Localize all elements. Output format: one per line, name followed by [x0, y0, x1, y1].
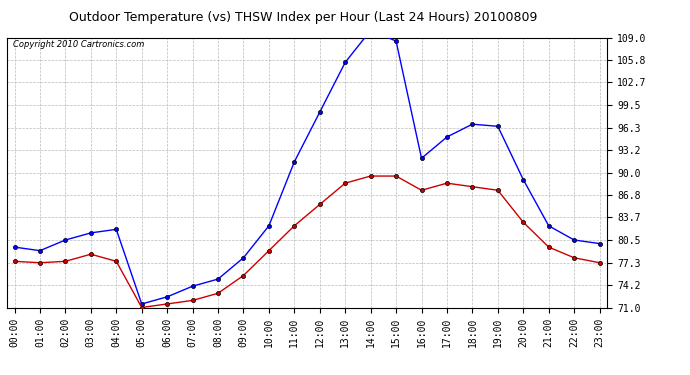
Text: Outdoor Temperature (vs) THSW Index per Hour (Last 24 Hours) 20100809: Outdoor Temperature (vs) THSW Index per …: [70, 11, 538, 24]
Text: Copyright 2010 Cartronics.com: Copyright 2010 Cartronics.com: [13, 40, 144, 49]
